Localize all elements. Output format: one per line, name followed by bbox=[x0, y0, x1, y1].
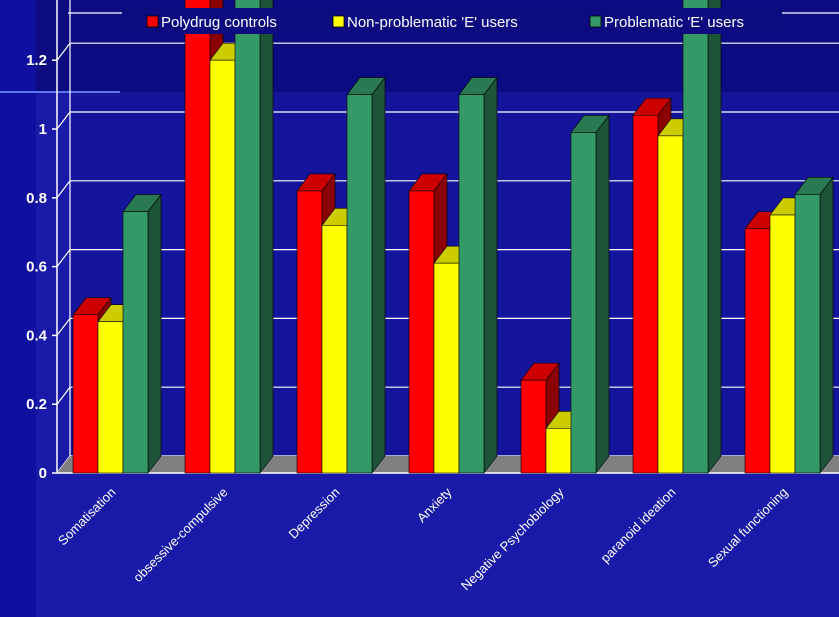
slide-left-band bbox=[0, 0, 36, 617]
bar bbox=[346, 76, 386, 474]
bar bbox=[682, 0, 722, 474]
bar bbox=[570, 114, 610, 474]
bar-front-face bbox=[346, 94, 373, 474]
bar-front-face bbox=[682, 0, 709, 474]
y-tick-label: 0 bbox=[39, 465, 47, 482]
bar-front-face bbox=[657, 135, 684, 474]
bar-front-face bbox=[458, 94, 485, 474]
bar-side-face bbox=[595, 114, 610, 474]
bar-side-face bbox=[707, 0, 722, 474]
legend-item: Problematic 'E' users bbox=[589, 14, 744, 31]
gridline-diagonal bbox=[56, 111, 71, 130]
bar-side-face bbox=[371, 76, 386, 474]
legend-item: Non-problematic 'E' users bbox=[332, 14, 518, 31]
bar-front-face bbox=[545, 427, 572, 474]
y-tick-label: 1.2 bbox=[26, 52, 47, 69]
legend-swatch bbox=[589, 15, 602, 28]
bar-front-face bbox=[72, 314, 99, 474]
gridline-diagonal bbox=[56, 249, 71, 267]
bar-side-face bbox=[147, 193, 162, 474]
bar-front-face bbox=[296, 190, 323, 474]
bar bbox=[458, 76, 498, 474]
bar bbox=[122, 193, 162, 474]
decorative-glow-line bbox=[0, 91, 120, 93]
y-tick-label: 0.6 bbox=[26, 259, 47, 276]
gridline-diagonal bbox=[56, 318, 71, 336]
y-tick-label: 0.4 bbox=[26, 327, 48, 344]
bar bbox=[794, 176, 834, 474]
bar-side-face bbox=[259, 0, 274, 474]
legend-box bbox=[122, 8, 782, 34]
bar-front-face bbox=[632, 114, 659, 474]
bar bbox=[408, 173, 448, 474]
bar-front-face bbox=[570, 132, 597, 474]
y-tick-label: 1 bbox=[39, 121, 47, 138]
bar-front-face bbox=[209, 59, 236, 474]
bar-front-face bbox=[794, 194, 821, 474]
y-tick-label: 0.8 bbox=[26, 190, 47, 207]
legend-label: Problematic 'E' users bbox=[604, 14, 744, 31]
legend-label: Polydrug controls bbox=[161, 14, 277, 31]
bar-front-face bbox=[184, 0, 211, 474]
chart-legend: Polydrug controls Non-problematic 'E' use… bbox=[68, 8, 839, 34]
legend-label: Non-problematic 'E' users bbox=[347, 14, 518, 31]
gridline-diagonal bbox=[56, 42, 71, 61]
bar-front-face bbox=[234, 0, 261, 474]
bar-side-face bbox=[819, 176, 834, 474]
legend-swatch bbox=[332, 15, 345, 28]
bar-front-face bbox=[97, 321, 124, 474]
legend-item: Polydrug controls bbox=[146, 14, 277, 31]
y-axis-ticks: 00.20.40.60.811.21.41.6 bbox=[26, 0, 48, 482]
bar-front-face bbox=[433, 262, 460, 474]
bar-front-face bbox=[744, 228, 771, 474]
bar-front-face bbox=[769, 214, 796, 474]
bar-front-face bbox=[122, 211, 149, 474]
bar-side-face bbox=[483, 76, 498, 474]
bar-front-face bbox=[408, 190, 435, 474]
bar-front-face bbox=[321, 225, 348, 474]
bar-front-face bbox=[520, 379, 547, 474]
legend-swatch bbox=[146, 15, 159, 28]
gridline-diagonal bbox=[56, 386, 71, 405]
y-tick-label: 0.2 bbox=[26, 396, 47, 413]
bar bbox=[234, 0, 274, 474]
gridline-diagonal bbox=[56, 180, 71, 199]
chart-bars bbox=[72, 0, 834, 474]
